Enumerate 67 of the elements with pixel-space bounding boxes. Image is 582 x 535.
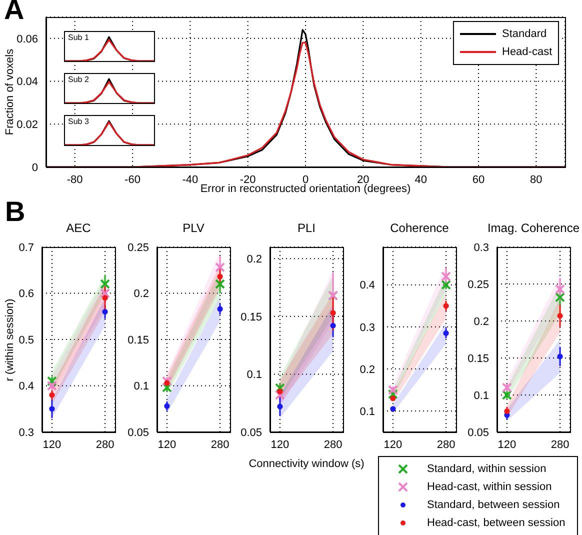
legend-label: Head-cast [502,46,552,58]
x-tick-label: 280 [436,438,456,451]
x-tick-label: 280 [324,438,342,451]
x-tick-label: 40 [414,174,427,186]
x-tick-label: 120 [270,438,290,451]
x-axis-title: Error in reconstructed orientation (degrees) [200,183,411,195]
y-tick-label: 0.1 [134,380,149,393]
x-tick-label: -60 [124,174,140,186]
y-tick-label: 0.25 [128,242,149,254]
x-tick-label: 120 [42,438,62,451]
chart-title: Sub 2 [68,75,89,84]
y-tick-label: 0.7 [18,242,34,254]
y-tick-label: 0.2 [360,364,375,376]
x-tick-label: 120 [384,438,402,451]
y-tick-label: 0 [32,162,38,174]
y-tick-label: 0.15 [128,334,149,346]
x-tick-label: 20 [357,174,370,186]
y-tick-label: 0.4 [360,280,375,292]
y-tick-label: 0.04 [16,76,38,88]
y-tick-label: 0.2 [134,288,149,300]
x-tick-label: -40 [182,174,198,186]
y-tick-label: 0.3 [474,242,489,254]
legend-label: Standard, within session [427,463,546,475]
y-tick-label: 0.1 [360,406,375,418]
x-axis-title: Connectivity window (s) [248,458,364,470]
legend-label: Standard, between session [427,499,560,511]
y-tick-label: 0.02 [16,119,38,132]
y-axis-title: r (within session) [4,298,16,382]
x-tick-label: 60 [472,174,485,186]
x-tick-label: 120 [498,438,516,451]
chart-title: Sub 3 [68,117,89,126]
legend-label: Standard [502,28,547,40]
y-tick-label: 0.4 [18,380,34,393]
y-tick-label: 0.15 [468,352,489,365]
x-tick-label: -80 [66,174,83,186]
y-tick-label: 0.1 [474,390,489,402]
y-tick-label: 0.05 [468,426,489,439]
legend-label: Head-cast, within session [427,481,552,493]
chart-title: Coherence [390,221,449,235]
x-tick-label: 280 [550,438,570,451]
y-tick-label: 0.05 [240,426,262,439]
y-tick-label: 0.3 [360,322,375,334]
chart-title: Imag. Coherence [487,221,580,235]
chart-title: PLI [297,221,316,235]
x-tick-label: 80 [530,174,542,186]
y-tick-label: 0.05 [128,426,149,439]
y-axis-title: Fraction of voxels [4,48,16,136]
y-tick-label: 0.3 [18,426,34,439]
chart-title: AEC [66,221,91,235]
x-tick-label: 280 [210,438,230,451]
y-tick-label: 0.15 [240,311,262,324]
x-tick-label: 0 [302,174,309,186]
text: A [4,0,24,26]
y-tick-label: 0.1 [246,369,262,382]
legend-label: Head-cast, between session [427,517,566,529]
chart-title: Sub 1 [68,33,89,42]
y-tick-label: 0.2 [246,253,262,266]
x-tick-label: -20 [240,174,256,186]
text: B [5,196,26,228]
x-tick-label: 120 [158,438,176,451]
x-tick-label: 280 [96,438,114,451]
y-tick-label: 0.5 [18,334,34,346]
y-tick-label: 0.06 [16,33,38,46]
y-tick-label: 0.6 [18,288,34,300]
y-tick-label: 0.2 [474,316,489,328]
y-tick-label: 0.25 [468,278,489,291]
chart-title: PLV [182,221,204,235]
